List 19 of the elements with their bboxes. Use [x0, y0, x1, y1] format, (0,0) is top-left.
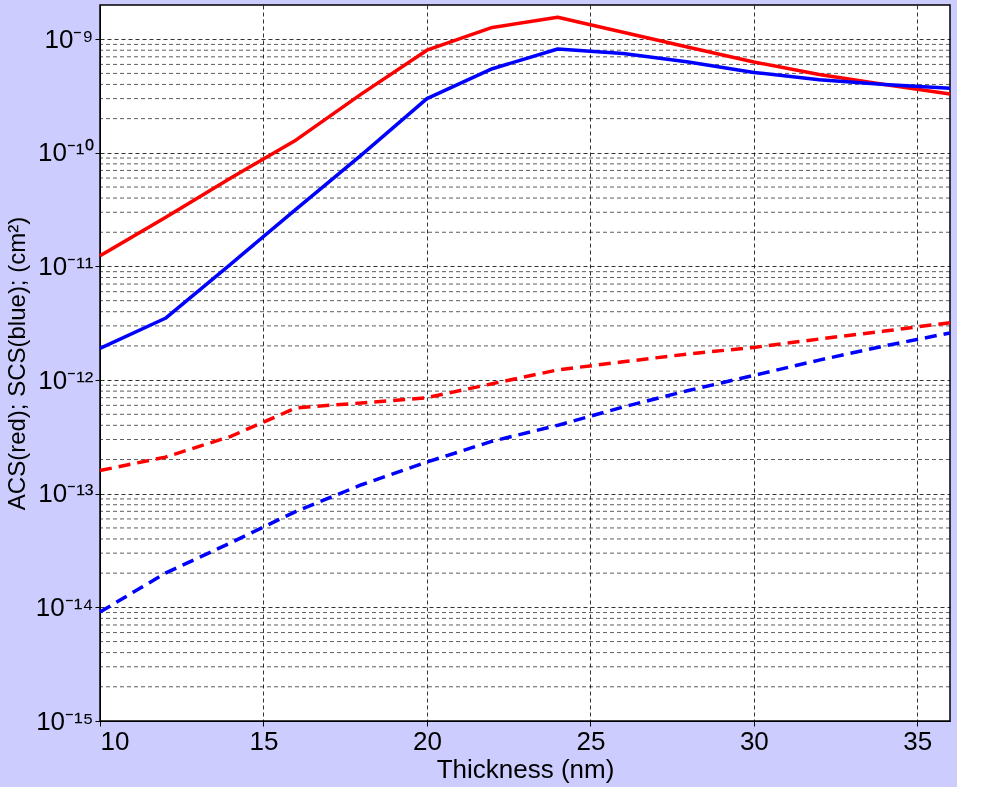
- line-series: [98, 47, 952, 351]
- y-tick-label: 10⁻¹⁵: [36, 705, 94, 736]
- y-tick-label: 10⁻¹⁰: [37, 137, 94, 168]
- y-tick-label: 10⁻¹²: [38, 364, 94, 395]
- x-axis-title: Thickness (nm): [436, 753, 615, 784]
- y-tick-label: 10⁻¹⁴: [35, 591, 94, 622]
- x-tick-label: 25: [576, 725, 606, 756]
- y-axis-title: ACS(red); SCS(blue); (cm²): [2, 216, 30, 511]
- x-tick-label: 10: [100, 725, 130, 756]
- x-tick-label: 30: [739, 725, 769, 756]
- line-series: [98, 331, 952, 614]
- y-tick-label: 10⁻¹¹: [38, 250, 94, 281]
- x-tick-label: 20: [412, 725, 442, 756]
- y-tick-label: 10⁻⁹: [44, 23, 94, 54]
- line-series: [98, 15, 952, 258]
- x-tick-label: 15: [249, 725, 279, 756]
- x-tick-label: 35: [903, 725, 933, 756]
- line-series: [98, 320, 952, 473]
- y-tick-label: 10⁻¹³: [38, 478, 94, 509]
